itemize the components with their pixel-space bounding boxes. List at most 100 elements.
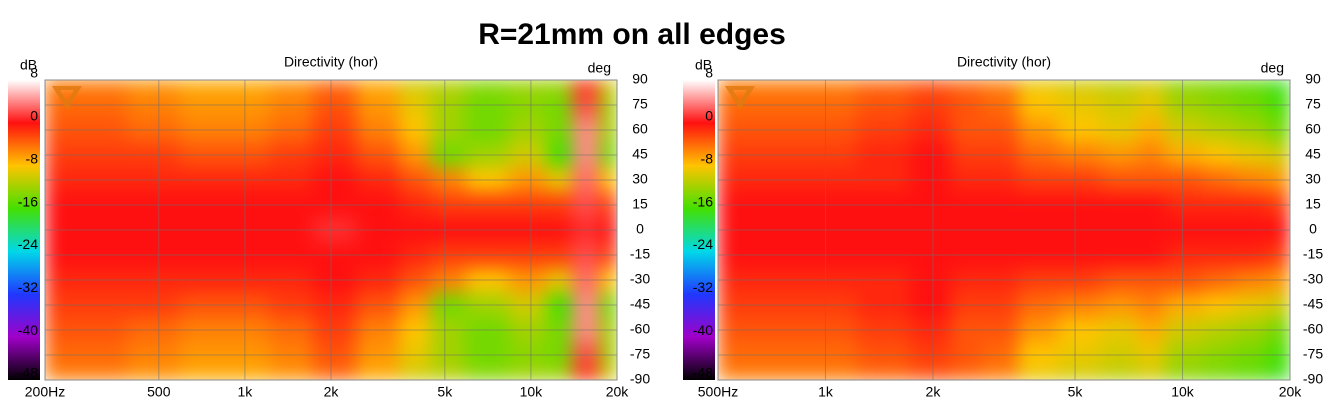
heatmap-cell	[744, 80, 799, 93]
heatmap-cell	[430, 367, 467, 380]
y-tick-label: 60	[1305, 121, 1321, 137]
colorbar-tick-label: -48	[693, 365, 713, 381]
y-axis-label: deg	[588, 60, 611, 76]
heatmap-cell	[572, 80, 600, 93]
x-tick-label: 1k	[238, 384, 254, 400]
heatmap-cell	[222, 367, 271, 380]
heatmap-cell	[856, 80, 912, 93]
colorbar-tick-label: -8	[26, 150, 39, 166]
colorbar-tick-label: -24	[18, 236, 38, 252]
page-title: R=21mm on all edges	[478, 18, 786, 51]
heatmap-cell	[356, 367, 400, 380]
heatmap-cell	[547, 367, 573, 380]
x-tick-label: 500	[147, 384, 171, 400]
heatmap-cell	[45, 367, 71, 380]
y-tick-label: -60	[1303, 321, 1323, 337]
heatmap-cell	[1267, 367, 1290, 380]
y-tick-label: 75	[632, 96, 648, 112]
x-tick-label: 500Hz	[698, 384, 738, 400]
heatmap-cell	[950, 367, 983, 380]
heatmap-cell	[718, 367, 745, 380]
heatmap-cell	[1165, 80, 1204, 93]
y-axis-label: deg	[1261, 60, 1284, 76]
colorbar	[683, 80, 715, 380]
heatmap-cell	[797, 80, 858, 93]
colorbar-tick-label: -16	[693, 193, 713, 209]
heatmap-cell	[981, 80, 1019, 93]
colorbar	[8, 80, 40, 380]
y-tick-label: -90	[1303, 371, 1323, 387]
heatmap-cell	[465, 80, 510, 93]
chart: 8 0 -8 -16 -24 -32 -40 -48 dB 200Hz 500 1k 2k 5k 10k 20…	[8, 54, 650, 400]
heatmap-cell	[1202, 80, 1235, 93]
heatmap-cell	[950, 80, 983, 93]
heatmap-cell	[547, 80, 573, 93]
heatmap-cell	[399, 80, 432, 93]
heatmap-cell	[1101, 80, 1139, 93]
x-tick-label: 1k	[818, 384, 834, 400]
heatmap-cell	[572, 367, 600, 380]
colorbar-tick-label: -48	[18, 365, 38, 381]
x-tick-label: 10k	[520, 384, 544, 400]
heatmap-cell	[313, 367, 357, 380]
heatmap-cell	[70, 367, 128, 380]
colorbar-tick-label: -40	[18, 322, 38, 338]
y-tick-label: 15	[632, 196, 648, 212]
heatmap-cell	[508, 367, 548, 380]
y-tick-label: -60	[630, 321, 650, 337]
y-tick-label: -75	[630, 346, 650, 362]
logo	[52, 86, 82, 110]
heatmap-cell	[1137, 367, 1166, 380]
heatmap-cell	[1018, 80, 1059, 93]
heatmap-cell	[430, 80, 467, 93]
heatmap-cell	[399, 367, 432, 380]
y-tick-label: -45	[1303, 296, 1323, 312]
colorbar-tick-label: -8	[701, 150, 714, 166]
heatmap-cell	[179, 80, 224, 93]
heatmap-cell	[1018, 367, 1059, 380]
heatmap-cell	[1101, 367, 1139, 380]
heatmap-cell	[910, 80, 951, 93]
chart-title: Directivity (hor)	[284, 54, 378, 70]
heatmap-cell	[1267, 80, 1290, 93]
x-tick-label: 20k	[1279, 384, 1303, 400]
colorbar-tick-label: -24	[693, 236, 713, 252]
heatmap-cell	[599, 80, 617, 93]
y-tick-label: -45	[630, 296, 650, 312]
y-tick-label: 15	[1305, 196, 1321, 212]
heatmap-cell	[1202, 367, 1235, 380]
x-tick-label: 20k	[606, 384, 630, 400]
colorbar-tick-label: -32	[18, 279, 38, 295]
chart: 8 0 -8 -16 -24 -32 -40 -48 dB 500Hz 1k 2k 5k 10k 20k 90…	[683, 54, 1323, 400]
y-tick-label: 30	[1305, 171, 1321, 187]
y-tick-label: -15	[630, 246, 650, 262]
heatmap-cell	[1057, 80, 1102, 93]
heatmap-cell	[270, 367, 314, 380]
x-tick-label: 200Hz	[25, 384, 65, 400]
colorbar-tick-label: 8	[705, 65, 713, 81]
heatmap-cell	[127, 367, 181, 380]
plot-frame	[717, 79, 1291, 381]
y-tick-label: 45	[632, 146, 648, 162]
y-tick-label: 0	[636, 221, 644, 237]
heatmap-cell	[910, 367, 951, 380]
y-tick-label: -30	[1303, 271, 1323, 287]
y-tick-label: 30	[632, 171, 648, 187]
y-tick-label: -30	[630, 271, 650, 287]
heatmap-cell	[465, 367, 510, 380]
heatmap-cell	[1165, 367, 1204, 380]
colorbar-tick-label: 8	[30, 65, 38, 81]
heatmap-cell	[981, 367, 1019, 380]
heatmap-cell	[797, 367, 858, 380]
colorbar-tick-label: 0	[705, 108, 713, 124]
y-tick-label: 90	[1305, 71, 1321, 87]
x-tick-label: 2k	[324, 384, 340, 400]
heatmap-cell	[222, 80, 271, 93]
x-tick-label: 5k	[437, 384, 453, 400]
heatmap-cell	[508, 80, 548, 93]
heatmap-cell	[599, 367, 617, 380]
y-tick-label: 45	[1305, 146, 1321, 162]
heatmap-cell	[179, 367, 224, 380]
colorbar-tick-label: -16	[18, 193, 38, 209]
